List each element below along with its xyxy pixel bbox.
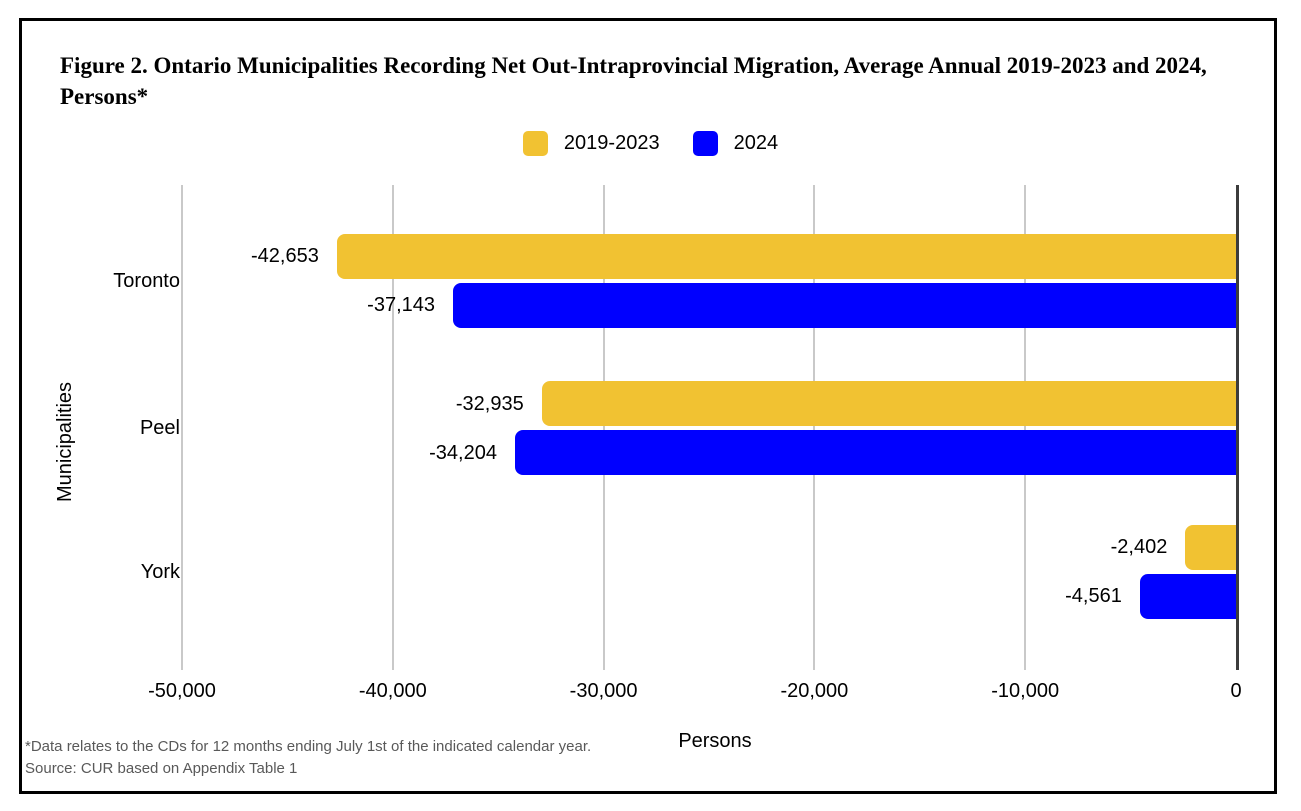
bar-toronto-2019-2023: [336, 233, 1236, 279]
x-axis-title: Persons: [678, 730, 752, 752]
gridline: [813, 185, 816, 670]
x-tick-label: -20,000: [780, 680, 849, 702]
category-label-peel: Peel: [139, 417, 180, 439]
legend-swatch-icon: [692, 131, 718, 156]
category-label-york: York: [140, 560, 180, 583]
x-tick-label: 0: [1230, 680, 1242, 702]
legend-label: 2024: [733, 132, 779, 154]
bar-peel-2019-2023: [541, 381, 1236, 426]
legend-swatch-icon: [522, 131, 548, 156]
bar-value-label: -42,653: [251, 245, 319, 267]
x-tick-label: -50,000: [148, 680, 216, 702]
source-note: Source: CUR based on Appendix Table 1: [25, 760, 298, 777]
chart-title: Figure 2. Ontario Municipalities Recordi…: [60, 53, 1207, 109]
gridline: [1024, 185, 1027, 670]
bar-value-label: -32,935: [455, 392, 524, 415]
gridline: [181, 185, 183, 670]
bar-value-label: -4,561: [1065, 585, 1122, 607]
legend-label: 2019-2023: [563, 132, 660, 154]
legend-item-2024: 2024: [692, 131, 779, 156]
gridline: [391, 185, 394, 670]
bar-value-label: -37,143: [367, 294, 436, 316]
footnote: *Data relates to the CDs for 12 months e…: [25, 738, 592, 755]
x-tick-label: -10,000: [991, 680, 1060, 702]
bar-peel-2024: [514, 430, 1236, 475]
category-label-toronto: Toronto: [113, 269, 180, 292]
x-tick-label: -40,000: [358, 680, 427, 702]
x-tick-label: -30,000: [569, 680, 638, 702]
bar-value-label: -2,402: [1110, 536, 1168, 558]
gridline: [602, 185, 605, 670]
legend-item-2019-2023: 2019-2023: [522, 131, 660, 156]
y-axis-title: Municipalities: [54, 381, 76, 503]
bar-york-2024: [1139, 573, 1236, 619]
bar-toronto-2024: [453, 282, 1236, 328]
bar-value-label: -34,204: [429, 441, 497, 464]
legend: 2019-2023 2024: [0, 131, 1301, 156]
bar-york-2019-2023: [1185, 524, 1236, 570]
zero-axis-line: [1236, 185, 1239, 670]
